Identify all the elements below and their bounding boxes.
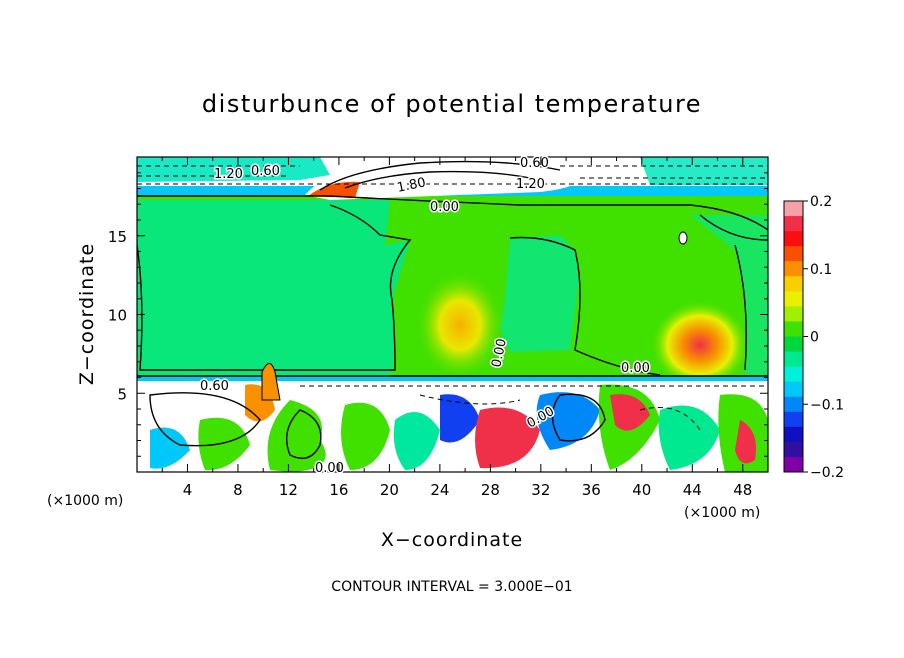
contour-label: 0.60 xyxy=(520,156,549,171)
colorbar-swatch xyxy=(784,381,803,398)
y-tick-label: 5 xyxy=(117,385,127,403)
colorbar-swatch xyxy=(784,441,803,458)
contour-label: 1.20 xyxy=(214,167,243,182)
colorbar-swatch xyxy=(784,426,803,443)
colorbar xyxy=(783,200,804,473)
field-warm-blob-2 xyxy=(650,300,750,390)
colorbar-swatch xyxy=(784,306,803,322)
x-axis: 4 8 12 16 20 24 28 32 36 40 44 48 xyxy=(136,157,769,499)
colorbar-swatch xyxy=(784,321,803,337)
small-feature xyxy=(678,231,688,245)
colorbar-tick-label: −0.1 xyxy=(810,397,844,413)
contour-label: 1.80 xyxy=(396,175,427,196)
contour-eddy-2 xyxy=(551,393,606,442)
contour-dashed-lower-2 xyxy=(419,394,521,405)
contour-zero-upper xyxy=(137,195,768,231)
field-top-red-edge xyxy=(308,181,360,198)
colorbar-tick-label: −0.2 xyxy=(810,465,844,481)
x-tick-label: 16 xyxy=(329,481,348,499)
contour-interval-note: CONTOUR INTERVAL = 3.000E−01 xyxy=(331,579,572,595)
contour-label: 0.60 xyxy=(251,164,280,179)
colorbar-swatch xyxy=(784,351,803,368)
x-tick-label: 36 xyxy=(582,481,601,499)
field-warm-blob-1 xyxy=(415,270,505,380)
field-top-warm-lens xyxy=(305,158,576,200)
x-unit-right: (×1000 m) xyxy=(684,505,760,521)
field-cool-region-left xyxy=(137,200,410,375)
colorbar-swatch xyxy=(784,261,803,277)
contour-lines xyxy=(137,160,768,459)
contour-top-lens xyxy=(319,160,561,191)
contour-label: 0.00 xyxy=(621,361,650,376)
contour-label: 0.60 xyxy=(200,379,229,394)
colorbar-swatch xyxy=(784,291,803,307)
colorbar-swatch xyxy=(784,201,803,217)
y-axis: 5 10 15 xyxy=(108,156,768,473)
colorbar-tick-label: 0.2 xyxy=(810,194,832,210)
colorbar-swatch xyxy=(784,396,803,413)
x-unit-left: (×1000 m) xyxy=(47,493,123,509)
contour-dashed-lines xyxy=(137,165,768,431)
x-tick-label: 12 xyxy=(279,481,298,499)
colorbar-swatch xyxy=(784,336,803,353)
contour-label: 0.00 xyxy=(315,461,344,476)
contour-dashed-top-2 xyxy=(137,175,768,179)
colorbar-swatch xyxy=(784,456,803,473)
y-tick-label: 15 xyxy=(108,228,127,246)
plot-field xyxy=(137,157,768,472)
colorbar-swatch xyxy=(784,231,803,247)
colorbar-swatch xyxy=(784,411,803,428)
colorbar-tick-label: 0.1 xyxy=(810,262,832,278)
contour-label: 0.00 xyxy=(430,200,459,215)
colorbar-ticks: 0.2 0.1 0 −0.1 −0.2 xyxy=(803,194,844,481)
field-lower-blue-line xyxy=(137,376,768,381)
field-cool-region-mid xyxy=(500,235,580,352)
contour-eddy-1 xyxy=(286,409,322,459)
x-tick-label: 24 xyxy=(430,481,449,499)
colorbar-swatch xyxy=(784,276,803,292)
x-axis-title: X−coordinate xyxy=(381,529,523,551)
x-tick-label: 4 xyxy=(183,481,193,499)
colorbar-swatch xyxy=(784,246,803,262)
y-tick-label: 10 xyxy=(108,307,127,325)
x-tick-label: 48 xyxy=(733,481,752,499)
x-tick-label: 20 xyxy=(380,481,399,499)
x-tick-label: 40 xyxy=(632,481,651,499)
x-tick-label: 8 xyxy=(233,481,243,499)
x-tick-label: 32 xyxy=(531,481,550,499)
convective-plume xyxy=(261,363,281,401)
y-axis-title: Z−coordinate xyxy=(76,243,98,385)
field-lower-eddies xyxy=(150,384,768,472)
contour-eddy-3 xyxy=(149,392,261,447)
colorbar-tick-label: 0 xyxy=(810,330,819,346)
contour-zero-right-lobe xyxy=(699,214,768,371)
colorbar-swatch xyxy=(784,366,803,383)
contour-label-group: 1.20 0.60 0.60 1.80 1.20 0.00 0.00 0.00 … xyxy=(199,155,652,478)
x-tick-label: 44 xyxy=(683,481,702,499)
chart-title: disturbunce of potential temperature xyxy=(202,90,702,118)
contour-zero-mid-lobe xyxy=(509,236,661,376)
contour-label: 1.20 xyxy=(516,177,545,192)
colorbar-swatch xyxy=(784,216,803,232)
x-tick-label: 28 xyxy=(481,481,500,499)
contour-top-lens-inner xyxy=(344,170,531,189)
field-top-warm-right xyxy=(640,157,768,185)
